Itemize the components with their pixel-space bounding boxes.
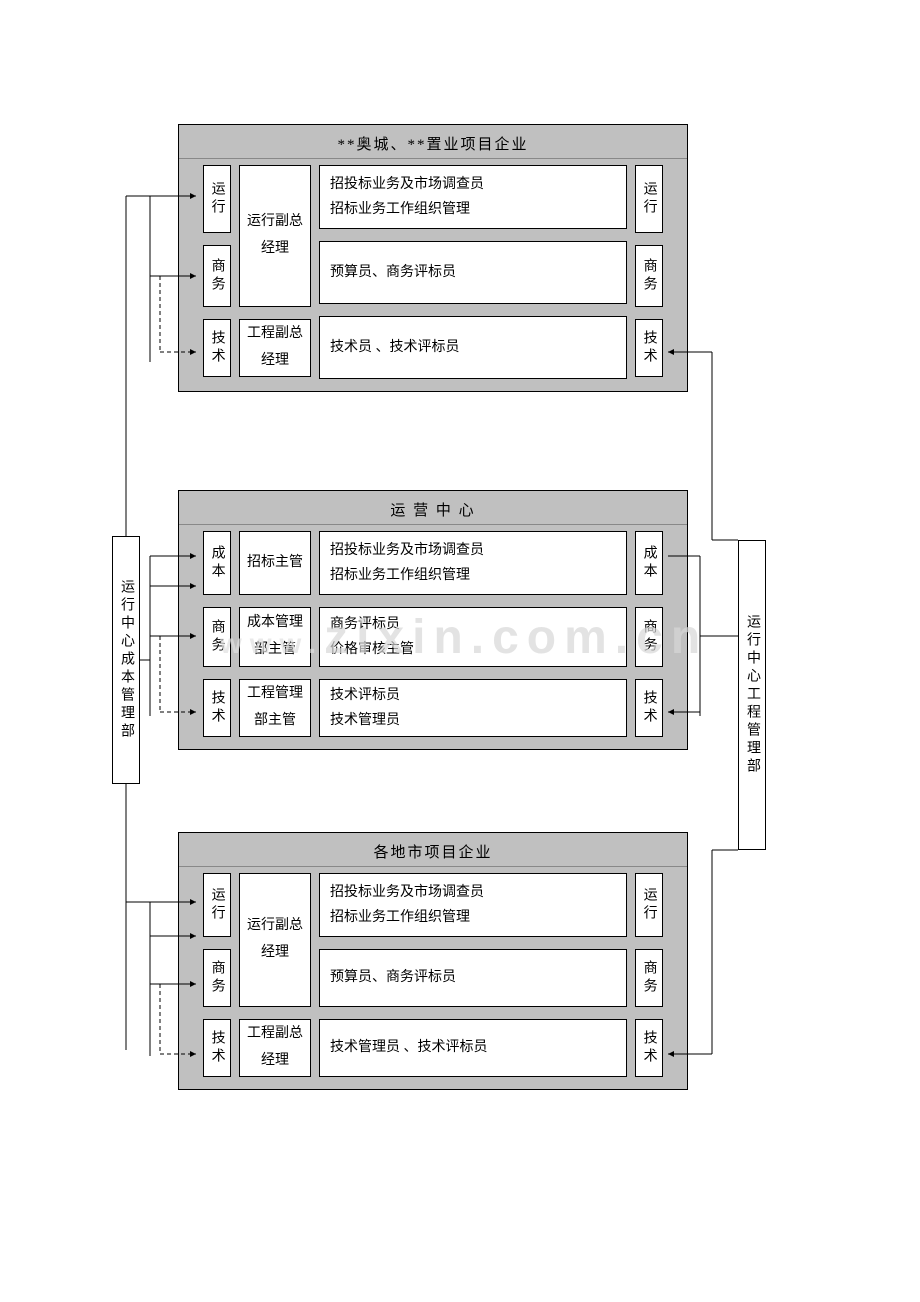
p2-left-v-0: 成本 — [203, 531, 231, 595]
p3-desc-2: 技术管理员 、技术评标员 — [319, 1019, 627, 1077]
p1-right-v-1: 商务 — [635, 245, 663, 307]
p3-left-v-0: 运行 — [203, 873, 231, 937]
p3-left-v-2: 技术 — [203, 1019, 231, 1077]
p1-desc-0: 招投标业务及市场调查员 招标业务工作组织管理 — [319, 165, 627, 229]
p1-desc-2: 技术员 、技术评标员 — [319, 316, 627, 379]
right-side-label: 运行中心工程管理部 — [742, 614, 762, 776]
p1-left-v-0: 运行 — [203, 165, 231, 233]
p3-mgr-2: 工程副总经理 — [239, 1019, 311, 1077]
p2-mgr-0: 招标主管 — [239, 531, 311, 595]
p3-desc-0: 招投标业务及市场调查员 招标业务工作组织管理 — [319, 873, 627, 937]
p1-desc-1: 预算员、商务评标员 — [319, 241, 627, 304]
p1-left-v-2: 技术 — [203, 319, 231, 377]
p1-mgr-2: 工程副总经理 — [239, 319, 311, 377]
p1-right-v-2: 技术 — [635, 319, 663, 377]
p3-right-v-0: 运行 — [635, 873, 663, 937]
left-side-box: 运行中心成本管理部 — [112, 536, 140, 784]
right-side-box: 运行中心工程管理部 — [738, 540, 766, 850]
panel-operations-center: 运 营 中 心 成本 商务 技术 招标主管 成本管理部主管 工程管理部主管 招投… — [178, 490, 688, 750]
p2-right-v-1: 商务 — [635, 607, 663, 667]
p2-left-v-2: 技术 — [203, 679, 231, 737]
p1-left-v-1: 商务 — [203, 245, 231, 307]
p1-mgr-0: 运行副总经理 — [239, 165, 311, 307]
p2-left-v-1: 商务 — [203, 607, 231, 667]
panel-project-company-1: **奥城、**置业项目企业 运行 商务 技术 运行副总经理 工程副总经理 招投标… — [178, 124, 688, 392]
p3-left-v-1: 商务 — [203, 949, 231, 1007]
panel-2-title: 运 营 中 心 — [179, 491, 687, 525]
panel-3-title: 各地市项目企业 — [179, 833, 687, 867]
panel-project-company-3: 各地市项目企业 运行 商务 技术 运行副总经理 工程副总经理 招投标业务及市场调… — [178, 832, 688, 1090]
left-side-label: 运行中心成本管理部 — [116, 579, 136, 741]
p3-right-v-2: 技术 — [635, 1019, 663, 1077]
p2-mgr-2: 工程管理部主管 — [239, 679, 311, 737]
panel-1-title: **奥城、**置业项目企业 — [179, 125, 687, 159]
p2-mgr-1: 成本管理部主管 — [239, 607, 311, 667]
p2-desc-0: 招投标业务及市场调查员 招标业务工作组织管理 — [319, 531, 627, 595]
p1-right-v-0: 运行 — [635, 165, 663, 233]
p2-desc-1: 商务评标员 价格审核主管 — [319, 607, 627, 667]
p3-mgr-0: 运行副总经理 — [239, 873, 311, 1007]
p3-right-v-1: 商务 — [635, 949, 663, 1007]
p2-right-v-2: 技术 — [635, 679, 663, 737]
p3-desc-1: 预算员、商务评标员 — [319, 949, 627, 1007]
p2-desc-2: 技术评标员 技术管理员 — [319, 679, 627, 737]
p2-right-v-0: 成本 — [635, 531, 663, 595]
